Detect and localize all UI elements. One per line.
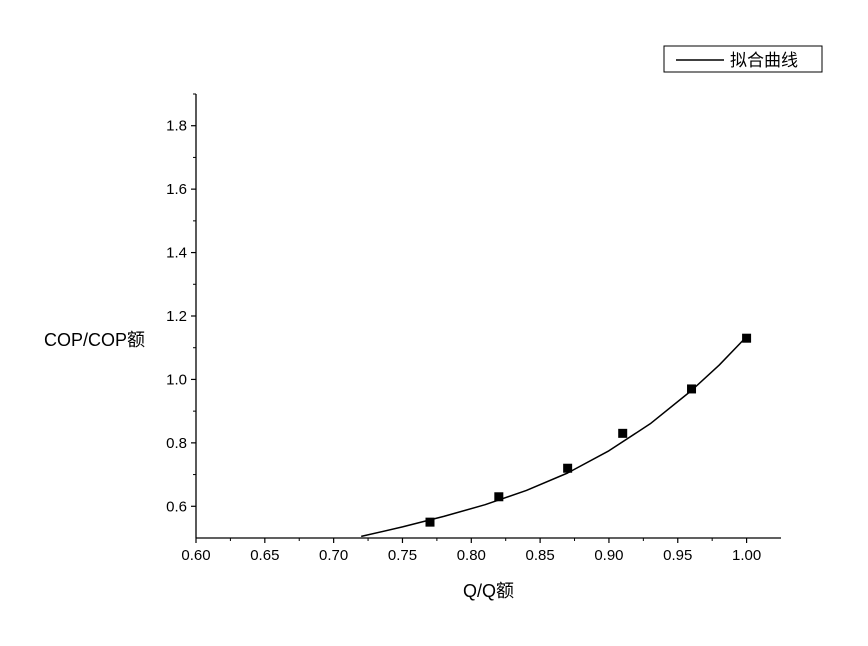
x-tick-label: 0.85 — [526, 547, 555, 564]
y-tick-label: 0.6 — [166, 498, 187, 515]
data-point — [742, 333, 752, 343]
data-point — [563, 463, 573, 473]
legend-label: 拟合曲线 — [730, 51, 798, 71]
series-layer — [361, 333, 752, 538]
x-tick-label: 1.00 — [732, 547, 761, 564]
y-axis-title: COP/COP额 — [44, 330, 145, 350]
x-tick-label: 0.65 — [250, 547, 279, 564]
x-ticks: 0.60 0.65 0.70 0.75 0.80 0.85 0.90 0.95 1.00 — [181, 538, 761, 564]
plot-axes — [195, 94, 781, 539]
x-tick-label: 0.95 — [663, 547, 692, 564]
y-ticks: 0.6 0.8 1.0 1.2 1.4 1.6 1.8 — [166, 93, 196, 515]
x-tick-label: 0.70 — [319, 547, 348, 564]
x-tick-label: 0.60 — [181, 547, 210, 564]
x-tick-label: 0.75 — [388, 547, 417, 564]
x-axis-title: Q/Q额 — [463, 581, 514, 601]
data-point — [687, 384, 697, 394]
data-point — [494, 492, 504, 502]
y-tick-label: 1.2 — [166, 308, 187, 325]
y-tick-label: 1.4 — [166, 245, 187, 262]
data-point — [618, 428, 628, 438]
y-tick-label: 1.6 — [166, 181, 187, 198]
y-tick-label: 1.0 — [166, 371, 187, 388]
fit-curve — [361, 336, 748, 538]
data-point — [425, 517, 435, 527]
legend: 拟合曲线 — [663, 45, 823, 73]
legend-box — [663, 45, 823, 73]
y-tick-label: 0.8 — [166, 435, 187, 452]
x-tick-label: 0.80 — [457, 547, 486, 564]
y-tick-label: 1.8 — [166, 118, 187, 135]
x-tick-label: 0.90 — [594, 547, 623, 564]
